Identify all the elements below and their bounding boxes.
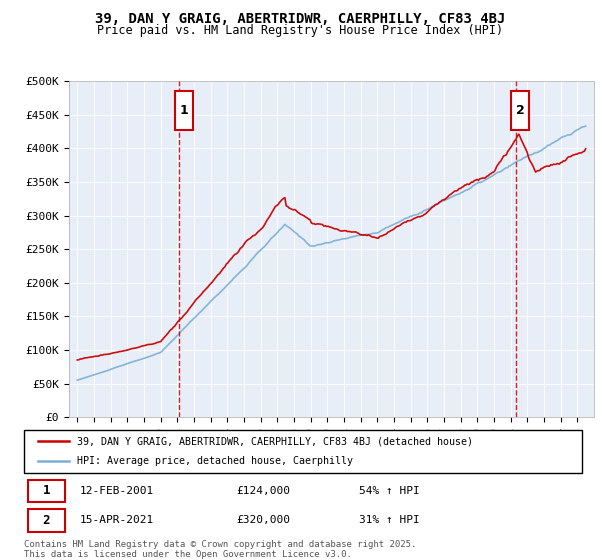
- Text: £124,000: £124,000: [236, 486, 290, 496]
- Text: 1: 1: [43, 484, 50, 497]
- Text: 2: 2: [43, 514, 50, 527]
- Bar: [511, 91, 529, 129]
- Text: 54% ↑ HPI: 54% ↑ HPI: [359, 486, 419, 496]
- Text: 1: 1: [179, 104, 188, 116]
- Text: Price paid vs. HM Land Registry's House Price Index (HPI): Price paid vs. HM Land Registry's House …: [97, 24, 503, 37]
- Text: HPI: Average price, detached house, Caerphilly: HPI: Average price, detached house, Caer…: [77, 456, 353, 466]
- Text: 15-APR-2021: 15-APR-2021: [80, 515, 154, 525]
- Bar: [28, 509, 65, 531]
- Text: 2: 2: [515, 104, 524, 116]
- Bar: [175, 91, 193, 129]
- Bar: [28, 479, 65, 502]
- Text: 39, DAN Y GRAIG, ABERTRIDWR, CAERPHILLY, CF83 4BJ (detached house): 39, DAN Y GRAIG, ABERTRIDWR, CAERPHILLY,…: [77, 436, 473, 446]
- Text: 31% ↑ HPI: 31% ↑ HPI: [359, 515, 419, 525]
- Text: 12-FEB-2001: 12-FEB-2001: [80, 486, 154, 496]
- Text: £320,000: £320,000: [236, 515, 290, 525]
- Text: Contains HM Land Registry data © Crown copyright and database right 2025.
This d: Contains HM Land Registry data © Crown c…: [24, 540, 416, 559]
- Text: 39, DAN Y GRAIG, ABERTRIDWR, CAERPHILLY, CF83 4BJ: 39, DAN Y GRAIG, ABERTRIDWR, CAERPHILLY,…: [95, 12, 505, 26]
